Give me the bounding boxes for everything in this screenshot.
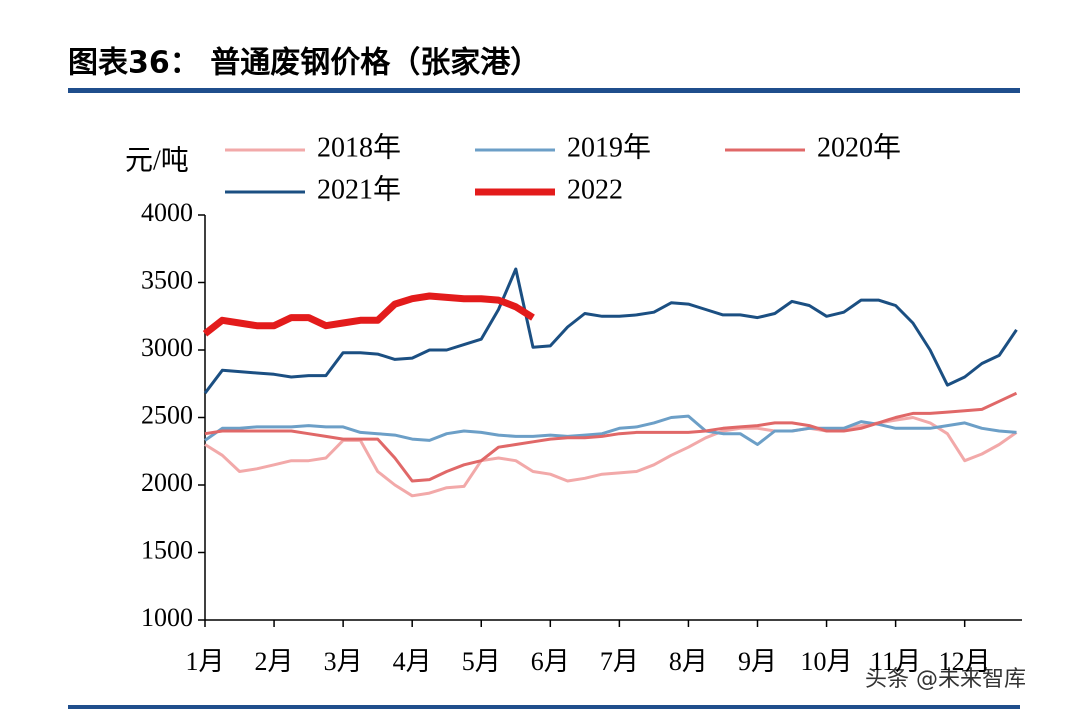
y-tick-label: 2500 [141,400,193,429]
x-tick-label: 3月 [324,647,363,676]
y-tick-label: 1000 [141,603,193,632]
y-tick-label: 2000 [141,468,193,497]
x-tick-label: 11月 [870,647,921,676]
x-tick-label: 12月 [939,647,991,676]
y-tick-label: 3000 [141,333,193,362]
legend-label: 2022 [567,174,623,205]
x-tick-label: 6月 [531,647,570,676]
legend-label: 2020年 [817,131,901,163]
legend-label: 2021年 [317,173,401,205]
x-tick-label: 5月 [462,647,501,676]
line-series [203,267,1018,395]
bottom-rule [68,705,1020,709]
x-tick-label: 1月 [185,647,224,676]
chart-title: 图表36： 普通废钢价格（张家港） [68,46,540,81]
x-tick-label: 9月 [738,647,777,676]
x-tick-label: 4月 [393,647,432,676]
legend-label: 2018年 [317,131,401,163]
line-series [204,414,1017,446]
y-tick-label: 1500 [141,535,193,564]
legend-label: 2019年 [567,131,651,163]
line-series [202,292,535,337]
x-tick-label: 2月 [255,647,294,676]
watermark: 头条 @未来智库 [865,667,1026,692]
y-tick-label: 4000 [141,198,193,227]
line-series [204,391,1018,483]
y-axis-label: 元/吨 [125,144,189,176]
x-tick-label: 8月 [669,647,708,676]
x-tick-label: 7月 [600,647,639,676]
y-tick-label: 3500 [141,265,193,294]
x-tick-label: 10月 [801,647,853,676]
title-rule [68,88,1020,93]
